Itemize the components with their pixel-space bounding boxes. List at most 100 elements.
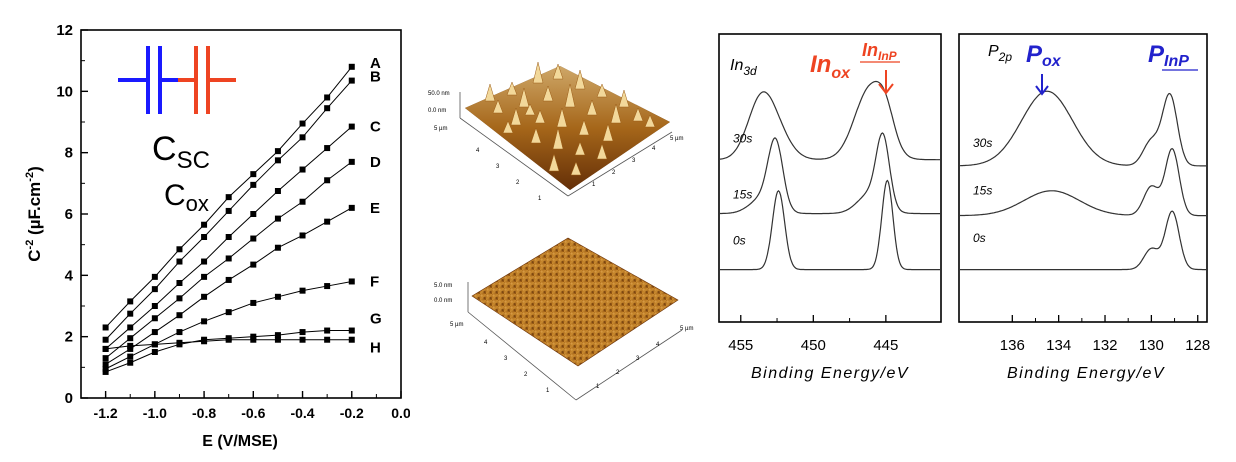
- data-point-E: [151, 329, 158, 336]
- afm-bottom-xtick-1: 1: [596, 384, 600, 390]
- spectrum-label-30s: 30s: [973, 136, 992, 150]
- data-point-C: [348, 123, 355, 130]
- afm-peak: [492, 99, 504, 114]
- series-line-F: [105, 280, 352, 370]
- data-point-F: [201, 318, 208, 325]
- data-point-C: [250, 211, 257, 217]
- afm-peak: [506, 81, 518, 96]
- data-point-H: [324, 336, 331, 343]
- afm-peak: [596, 143, 608, 160]
- afm-bottom-z-zero: 0.0 nm: [434, 298, 452, 304]
- data-point-D: [274, 215, 281, 222]
- data-point-A: [225, 194, 232, 201]
- data-point-B: [127, 310, 134, 317]
- spectrum-15s: [959, 147, 1207, 217]
- data-point-A: [102, 324, 109, 331]
- capacitance-chart: -1.2 -1.0 -0.8 -0.6 -0.4 -0.2 0.0 0 2 4 6 8 10 12 AB C…: [24, 22, 410, 450]
- data-point-F: [274, 293, 281, 300]
- afm-bottom-y-unit: 5 µm: [450, 322, 463, 328]
- data-point-D: [102, 355, 109, 362]
- spectrum-label-30s: 30s: [733, 132, 752, 146]
- data-point-F: [250, 299, 257, 306]
- data-point-H: [225, 336, 232, 343]
- data-point-G: [348, 327, 355, 334]
- afm-peak: [542, 85, 554, 102]
- data-point-H: [102, 345, 109, 352]
- capacitor-symbol: [118, 46, 236, 114]
- afm-peak: [632, 107, 644, 122]
- xps-p2p-frame: [958, 33, 1208, 323]
- afm-peak: [602, 123, 614, 142]
- data-point-D: [201, 273, 208, 280]
- afm-images: 50.0 nm 0.0 nm 5 µm 5 µm 4 3 2 1 1 2 3 4…: [428, 61, 693, 401]
- series-label-D: D: [370, 154, 381, 171]
- xps-in3d-xlabel: Binding Energy/eV: [751, 365, 909, 382]
- y-tick-label: 6: [65, 206, 73, 223]
- afm-top-tick-4: 4: [476, 148, 480, 154]
- x-tick-label: 450: [801, 337, 826, 354]
- data-point-H: [274, 336, 281, 343]
- spectrum-label-15s: 15s: [973, 184, 992, 198]
- spectrum-30s: [718, 80, 941, 161]
- afm-peak: [644, 114, 656, 128]
- x-tick-label: -0.6: [241, 405, 265, 421]
- data-point-C: [225, 234, 232, 240]
- afm-top-tick-3: 3: [496, 164, 500, 170]
- afm-bottom-z-scale: 5.0 nm: [434, 283, 452, 289]
- afm-bottom-xtick-3: 3: [636, 356, 640, 362]
- data-point-H: [299, 336, 306, 343]
- spectrum-0s: [719, 179, 941, 271]
- y-tick-label: 4: [65, 267, 74, 284]
- data-point-B: [299, 134, 306, 141]
- xps-p2p-header: P2p: [988, 43, 1012, 64]
- data-point-H: [250, 336, 257, 343]
- x-tick-label: 134: [1046, 337, 1071, 354]
- y-tick-label: 8: [65, 145, 73, 162]
- xps-in3d-header: In3d: [730, 57, 757, 78]
- afm-top-xtick-1: 1: [592, 182, 596, 188]
- y-tick-label: 2: [65, 329, 73, 346]
- afm-peak: [556, 107, 568, 128]
- data-point-C: [274, 188, 281, 194]
- data-point-C: [201, 258, 208, 265]
- data-point-E: [176, 312, 183, 319]
- data-point-C: [324, 145, 331, 152]
- p-ox-annotation: Pox: [1026, 41, 1062, 70]
- data-point-A: [250, 171, 257, 178]
- data-point-A: [348, 63, 355, 70]
- data-point-F: [102, 365, 109, 372]
- data-point-B: [102, 336, 109, 343]
- data-point-A: [201, 221, 208, 228]
- data-point-E: [102, 361, 109, 368]
- series-label-F: F: [370, 273, 379, 290]
- data-point-D: [127, 335, 134, 342]
- spectrum-label-15s: 15s: [733, 188, 752, 202]
- data-point-F: [348, 278, 355, 285]
- data-point-D: [324, 177, 331, 184]
- x-tick-label: -1.0: [143, 405, 167, 421]
- y-tick-label: 12: [56, 22, 73, 39]
- data-point-B: [324, 105, 331, 112]
- data-point-E: [225, 276, 232, 283]
- afm-peak: [502, 120, 514, 134]
- data-point-A: [324, 94, 331, 101]
- data-point-B: [225, 207, 232, 214]
- data-point-D: [151, 315, 158, 322]
- data-point-E: [299, 232, 306, 239]
- data-point-H: [176, 339, 183, 346]
- in-inp-annotation: InInP: [862, 40, 898, 63]
- afm-peak: [610, 103, 622, 124]
- spectrum-15s: [719, 132, 941, 215]
- csc-label: CSC: [152, 130, 210, 174]
- data-point-C: [151, 303, 158, 309]
- data-point-F: [127, 353, 134, 360]
- data-point-B: [274, 157, 281, 164]
- afm-peak: [570, 161, 582, 176]
- data-point-A: [176, 246, 183, 253]
- x-tick-label: 455: [728, 337, 753, 354]
- data-point-E: [324, 218, 331, 225]
- afm-peak: [586, 99, 598, 116]
- afm-peak: [578, 119, 590, 136]
- data-point-E: [274, 244, 281, 251]
- data-point-E: [201, 293, 208, 300]
